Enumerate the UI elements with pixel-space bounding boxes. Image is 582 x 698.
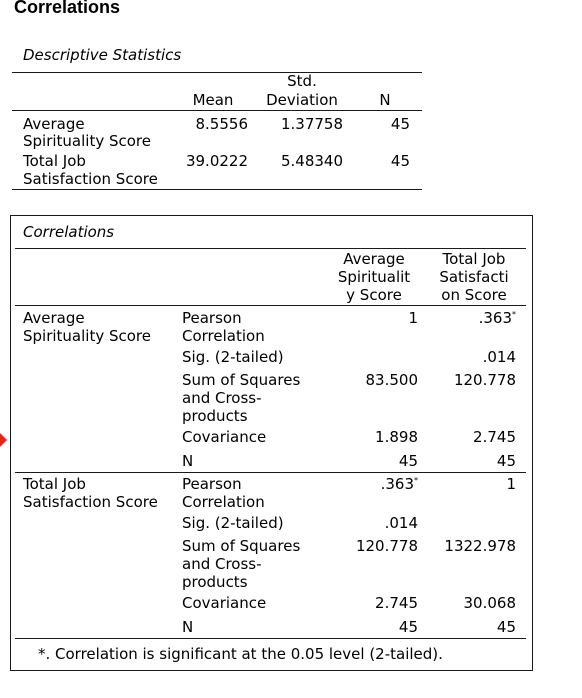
b2-n-col1: 45 <box>398 618 418 636</box>
descriptive-statistics-title: Descriptive Statistics <box>23 46 182 64</box>
b2-cov-col1: 2.745 <box>375 594 418 612</box>
var2-label-line1: Total Job <box>23 475 86 493</box>
b2-sig-col1: .014 <box>384 514 418 532</box>
page-title: Correlations <box>14 0 121 17</box>
b2-ssq-col2: 1322.978 <box>444 537 516 555</box>
b1-n-col2: 45 <box>496 452 516 470</box>
n-header: N <box>379 91 391 109</box>
correlations-table-box[interactable] <box>10 215 533 671</box>
b1-ssq-label3: products <box>182 407 248 425</box>
b2-ssq-label3: products <box>182 573 248 591</box>
b1-cov-col1: 1.898 <box>375 428 418 446</box>
b2-pearson-col1: .363* <box>380 475 418 493</box>
descriptive-bottom-rule <box>12 189 422 190</box>
b1-cov-label: Covariance <box>182 428 267 446</box>
correlations-block-rule <box>15 472 526 473</box>
b2-cov-label: Covariance <box>182 594 267 612</box>
b2-ssq-col1: 120.778 <box>355 537 418 555</box>
desc-row1-n: 45 <box>390 115 410 133</box>
desc-row1-label2: Spirituality Score <box>23 132 151 150</box>
b2-pearson-col2: 1 <box>506 475 516 493</box>
col2-header-line3: on Score <box>441 286 507 304</box>
significance-footnote: *. Correlation is significant at the 0.0… <box>38 645 443 663</box>
b1-sig-label: Sig. (2-tailed) <box>182 348 284 366</box>
correlations-header-rule <box>15 305 526 306</box>
correlations-bottom-rule <box>15 638 526 639</box>
b1-n-col1: 45 <box>398 452 418 470</box>
b1-ssq-col1: 83.500 <box>365 371 419 389</box>
col1-header-line1: Average <box>343 250 405 268</box>
desc-row1-label1: Average <box>23 115 85 133</box>
col2-header-line1: Total Job <box>442 250 506 268</box>
selection-marker-icon <box>0 433 7 447</box>
b2-ssq-label2: and Cross- <box>182 555 262 573</box>
desc-row1-mean: 8.5556 <box>195 115 249 133</box>
b1-sig-col2: .014 <box>482 348 516 366</box>
col2-header-line2: Satisfacti <box>439 268 509 286</box>
b1-cov-col2: 2.745 <box>473 428 516 446</box>
b1-ssq-label2: and Cross- <box>182 389 262 407</box>
desc-row2-std: 5.48340 <box>280 152 343 170</box>
correlations-table-title: Correlations <box>23 223 115 241</box>
std-header-line1: Std. <box>287 72 317 90</box>
desc-row2-n: 45 <box>390 152 410 170</box>
b2-cov-col2: 30.068 <box>463 594 517 612</box>
b2-pearson-label1: Pearson <box>182 475 242 493</box>
b1-n-label: N <box>182 452 194 470</box>
b2-n-label: N <box>182 618 194 636</box>
b1-pearson-label1: Pearson <box>182 309 242 327</box>
b2-sig-label: Sig. (2-tailed) <box>182 514 284 532</box>
col1-header-line2: Spiritualit <box>337 268 411 286</box>
b2-n-col2: 45 <box>496 618 516 636</box>
b1-ssq-label1: Sum of Squares <box>182 371 301 389</box>
desc-row1-std: 1.37758 <box>280 115 343 133</box>
var1-label-line1: Average <box>23 309 85 327</box>
std-header-line2: Deviation <box>266 91 338 109</box>
b2-pearson-label2: Correlation <box>182 493 265 511</box>
descriptive-header-rule <box>12 110 422 111</box>
mean-header: Mean <box>192 91 234 109</box>
b1-pearson-col1: 1 <box>408 309 418 327</box>
var2-label-line2: Satisfaction Score <box>23 493 158 511</box>
b2-ssq-label1: Sum of Squares <box>182 537 301 555</box>
desc-row2-label2: Satisfaction Score <box>23 170 158 188</box>
col1-header-line3: y Score <box>346 286 402 304</box>
correlations-top-rule <box>15 248 526 249</box>
var1-label-line2: Spirituality Score <box>23 327 151 345</box>
descriptive-top-rule <box>12 72 422 73</box>
b1-pearson-col2: .363* <box>478 309 516 327</box>
b1-ssq-col2: 120.778 <box>453 371 516 389</box>
b1-pearson-label2: Correlation <box>182 327 265 345</box>
desc-row2-mean: 39.0222 <box>185 152 248 170</box>
desc-row2-label1: Total Job <box>23 152 86 170</box>
